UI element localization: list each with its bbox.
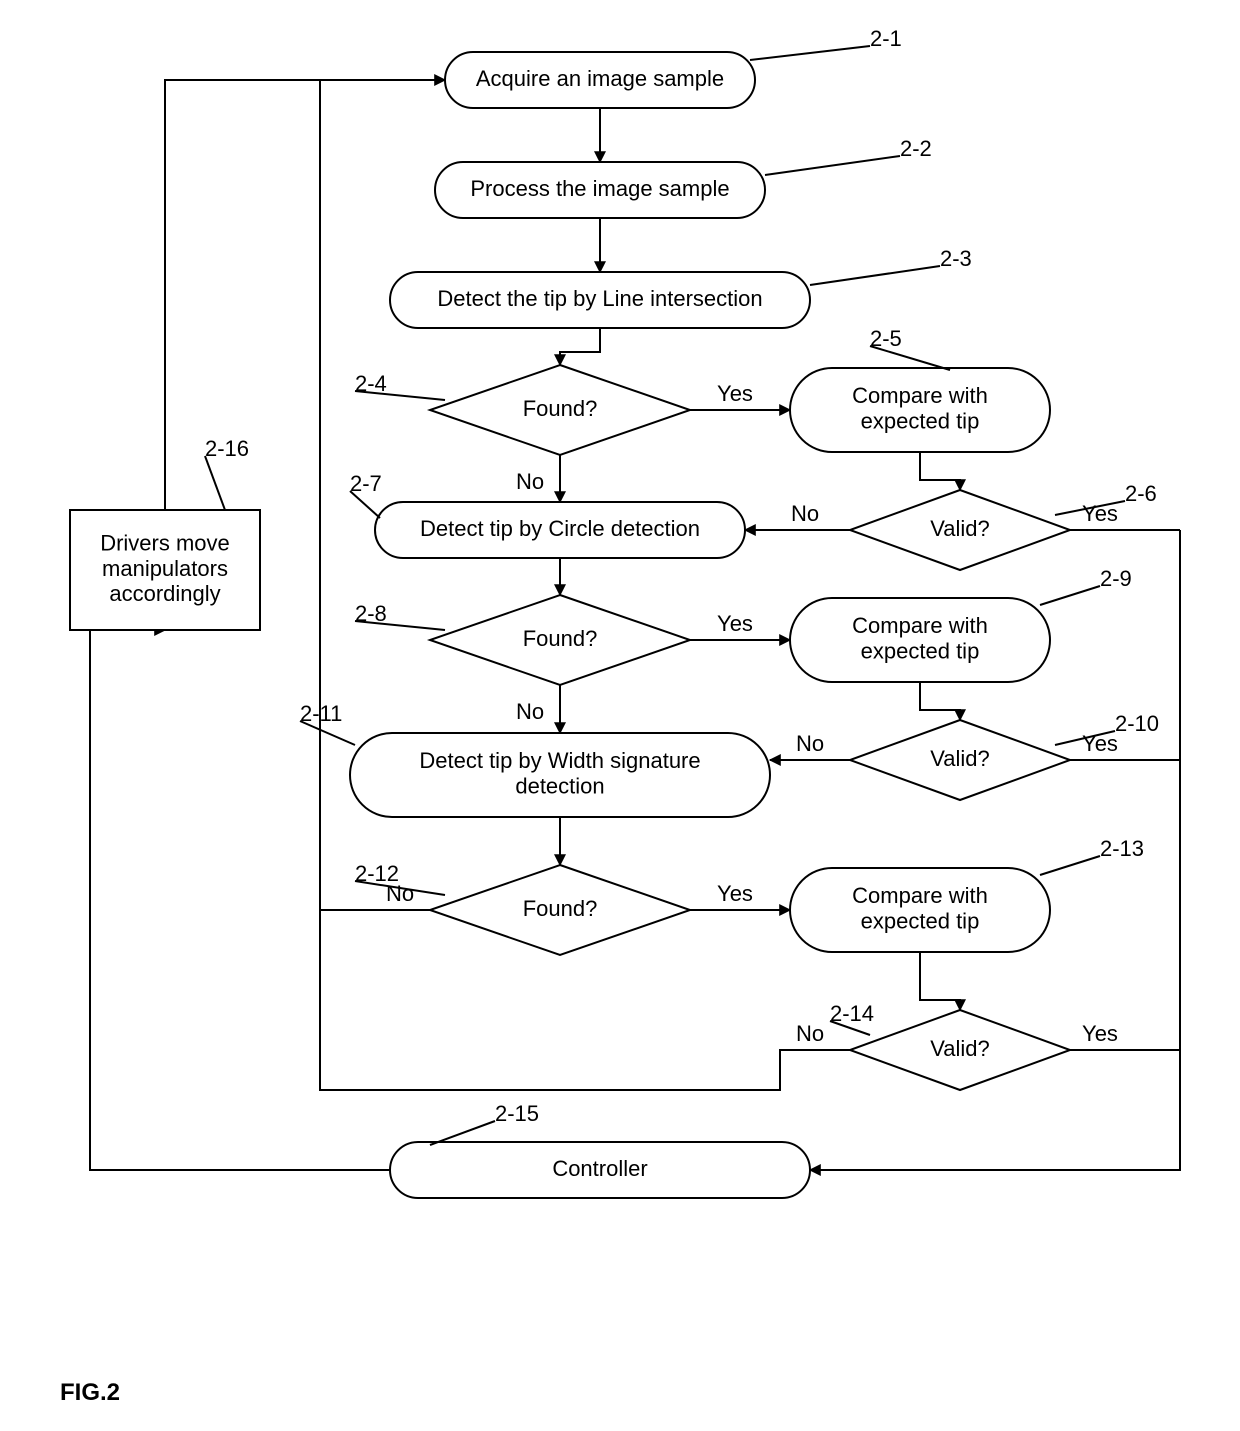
tag-leader bbox=[205, 456, 225, 510]
node-text: Found? bbox=[523, 626, 598, 651]
tag-label: 2-14 bbox=[830, 1001, 874, 1026]
edge-label: No bbox=[796, 1021, 824, 1046]
tag-leader bbox=[750, 46, 870, 60]
node-text: Controller bbox=[552, 1156, 647, 1181]
tag-label: 2-12 bbox=[355, 861, 399, 886]
tag-label: 2-10 bbox=[1115, 711, 1159, 736]
node-text: Compare with bbox=[852, 613, 988, 638]
node-text: Acquire an image sample bbox=[476, 66, 724, 91]
tag-leader bbox=[1040, 856, 1100, 875]
node-text: manipulators bbox=[102, 556, 228, 581]
tag-label: 2-9 bbox=[1100, 566, 1132, 591]
node-text: detection bbox=[515, 773, 604, 798]
tag-leader bbox=[1040, 586, 1100, 605]
edge-label: No bbox=[516, 699, 544, 724]
flow-edge bbox=[920, 952, 960, 1010]
node-text: Valid? bbox=[930, 516, 990, 541]
node-text: accordingly bbox=[109, 581, 220, 606]
edge-label: Yes bbox=[717, 881, 753, 906]
tag-label: 2-5 bbox=[870, 326, 902, 351]
node-text: expected tip bbox=[861, 408, 980, 433]
edge-label: No bbox=[791, 501, 819, 526]
edge-label: Yes bbox=[717, 611, 753, 636]
tag-label: 2-2 bbox=[900, 136, 932, 161]
tag-label: 2-15 bbox=[495, 1101, 539, 1126]
tag-label: 2-11 bbox=[300, 701, 342, 726]
node-text: Found? bbox=[523, 896, 598, 921]
edge-label: Yes bbox=[717, 381, 753, 406]
tag-label: 2-8 bbox=[355, 601, 387, 626]
node-text: Detect tip by Width signature bbox=[419, 748, 700, 773]
tag-label: 2-13 bbox=[1100, 836, 1144, 861]
tag-label: 2-3 bbox=[940, 246, 972, 271]
flow-edge bbox=[920, 682, 960, 720]
edge-label: Yes bbox=[1082, 1021, 1118, 1046]
edge-label: Yes bbox=[1082, 501, 1118, 526]
flow-edge bbox=[920, 452, 960, 490]
node-text: expected tip bbox=[861, 908, 980, 933]
node-text: Process the image sample bbox=[470, 176, 729, 201]
node-text: expected tip bbox=[861, 638, 980, 663]
edge-label: No bbox=[516, 469, 544, 494]
tag-label: 2-7 bbox=[350, 471, 382, 496]
node-text: Detect the tip by Line intersection bbox=[437, 286, 762, 311]
node-text: Found? bbox=[523, 396, 598, 421]
figure-caption: FIG.2 bbox=[60, 1379, 120, 1406]
tag-label: 2-4 bbox=[355, 371, 387, 396]
tag-label: 2-16 bbox=[205, 436, 249, 461]
node-text: Compare with bbox=[852, 383, 988, 408]
tag-label: 2-6 bbox=[1125, 481, 1157, 506]
node-text: Detect tip by Circle detection bbox=[420, 516, 700, 541]
node-text: Valid? bbox=[930, 746, 990, 771]
node-text: Compare with bbox=[852, 883, 988, 908]
node-text: Valid? bbox=[930, 1036, 990, 1061]
flow-edge bbox=[560, 328, 600, 365]
tag-label: 2-1 bbox=[870, 26, 902, 51]
tag-leader bbox=[765, 156, 900, 175]
tag-leader bbox=[810, 266, 940, 285]
edge-label: No bbox=[796, 731, 824, 756]
node-text: Drivers move bbox=[100, 531, 230, 556]
